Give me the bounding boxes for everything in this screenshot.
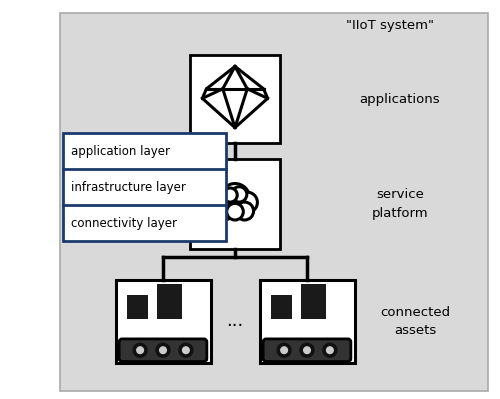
FancyBboxPatch shape	[60, 13, 488, 391]
Circle shape	[179, 343, 193, 357]
Circle shape	[323, 343, 337, 357]
Circle shape	[281, 347, 287, 354]
Text: "IIoT system": "IIoT system"	[346, 19, 434, 32]
FancyBboxPatch shape	[263, 339, 351, 361]
FancyBboxPatch shape	[119, 339, 207, 361]
Text: applications: applications	[360, 93, 440, 105]
Circle shape	[304, 347, 310, 354]
Circle shape	[133, 343, 147, 357]
FancyBboxPatch shape	[260, 280, 354, 363]
Circle shape	[137, 347, 143, 354]
Circle shape	[326, 347, 333, 354]
FancyBboxPatch shape	[116, 280, 210, 363]
FancyBboxPatch shape	[158, 284, 182, 319]
Text: application layer: application layer	[71, 144, 170, 158]
FancyBboxPatch shape	[302, 284, 326, 319]
Circle shape	[182, 347, 189, 354]
FancyBboxPatch shape	[271, 295, 292, 319]
Text: ...: ...	[226, 312, 244, 330]
FancyBboxPatch shape	[190, 159, 280, 249]
Circle shape	[156, 343, 170, 357]
Circle shape	[277, 343, 291, 357]
FancyBboxPatch shape	[190, 55, 280, 143]
Circle shape	[160, 347, 166, 354]
Text: infrastructure layer: infrastructure layer	[71, 180, 186, 194]
Text: connectivity layer: connectivity layer	[71, 217, 177, 229]
Text: connected
assets: connected assets	[380, 306, 450, 336]
FancyBboxPatch shape	[127, 295, 148, 319]
FancyBboxPatch shape	[63, 133, 226, 241]
Text: service
platform: service platform	[372, 188, 428, 219]
Circle shape	[300, 343, 314, 357]
